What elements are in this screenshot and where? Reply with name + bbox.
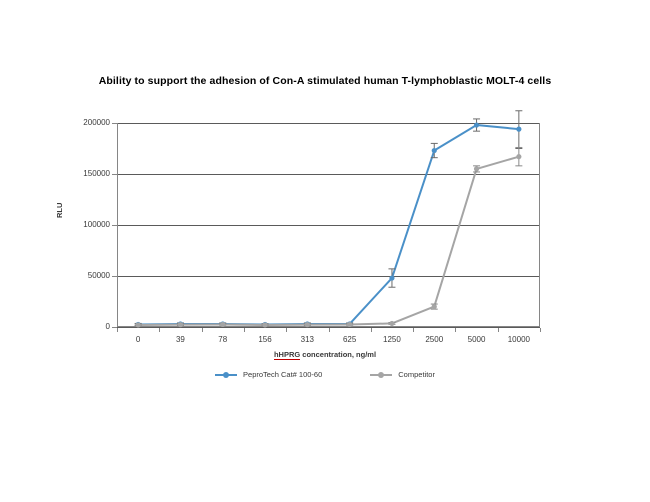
legend-dot	[223, 372, 230, 378]
x-axis-tick-label: 2500	[425, 335, 444, 344]
chart-legend: PeproTech Cat# 100-60 Competitor	[0, 370, 650, 379]
x-axis-tick	[540, 328, 541, 332]
x-axis-tick-label: 625	[342, 335, 357, 344]
legend-item-peprotech[interactable]: PeproTech Cat# 100-60	[215, 370, 322, 379]
x-axis-tick-label: 10000	[507, 335, 530, 344]
legend-item-competitor[interactable]: Competitor	[370, 370, 435, 379]
x-axis-tick	[159, 328, 161, 332]
y-axis-tick-label: 0	[105, 322, 110, 331]
x-axis-tick	[413, 328, 415, 332]
y-axis-tick-label: 50000	[87, 271, 110, 280]
x-axis-tick-label: 1250	[383, 335, 401, 344]
y-axis-tick-labels: 0 50000 100000 150000 200000	[45, 0, 110, 502]
x-axis-tick-label: 156	[258, 335, 272, 344]
gridline	[118, 276, 539, 277]
x-axis-tick	[243, 328, 245, 332]
x-axis-tick-label: 0	[135, 335, 141, 344]
gridline	[118, 174, 539, 175]
y-axis-tick	[112, 123, 117, 124]
legend-marker-icon	[215, 370, 238, 379]
plot-area	[117, 123, 540, 327]
x-axis-tick	[117, 328, 118, 332]
x-axis-tick-label: 5000	[467, 335, 486, 344]
x-axis-tick-label: 39	[175, 335, 185, 344]
legend-marker-icon	[370, 370, 393, 379]
y-axis-tick	[112, 276, 117, 277]
y-axis-tick-label: 200000	[83, 118, 110, 127]
legend-label: PeproTech Cat# 100-60	[243, 370, 323, 379]
x-axis-title: hHPRG concentration, ng/ml	[0, 350, 650, 360]
y-axis-tick	[112, 174, 117, 175]
x-axis-title-rest: concentration, ng/ml	[300, 350, 377, 359]
y-axis-tick-label: 150000	[83, 169, 110, 178]
x-axis-tick	[455, 328, 457, 332]
x-axis-tick	[201, 328, 203, 332]
x-axis-line	[117, 327, 540, 328]
gridline	[118, 225, 539, 226]
y-axis-tick	[112, 327, 117, 328]
x-axis-tick	[328, 328, 330, 332]
x-axis-tick-label: 313	[300, 335, 315, 344]
legend-dot	[378, 372, 385, 378]
x-axis-tick-label: 78	[218, 335, 228, 344]
y-axis-title: RLU	[55, 202, 64, 218]
y-axis-tick	[112, 225, 117, 226]
x-axis-tick	[286, 328, 288, 332]
gridline	[118, 123, 539, 124]
x-axis-tick	[370, 328, 372, 332]
chart-title: Ability to support the adhesion of Con-A…	[98, 75, 552, 87]
x-axis-title-emphasis: hHPRG	[273, 350, 301, 360]
legend-label: Competitor	[398, 370, 435, 379]
y-axis-tick-label: 100000	[83, 220, 110, 229]
x-axis-tick	[497, 328, 499, 332]
